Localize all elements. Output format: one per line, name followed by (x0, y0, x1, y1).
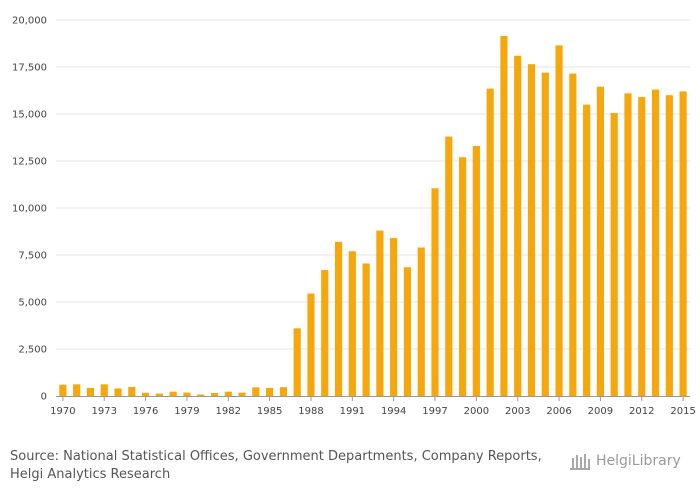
bar-1972 (86, 387, 95, 396)
bar-2005 (541, 72, 549, 396)
x-axis-labels: 1970 1973 1976 1979 1982 1985 1988 1991 1994 1997… (50, 406, 696, 417)
bar-2000 (472, 145, 480, 396)
x-tick-label: 1982 (216, 406, 241, 417)
x-tick-label: 2015 (670, 406, 695, 417)
bar-2007 (569, 73, 577, 396)
y-tick-label: 15,000 (12, 110, 47, 121)
bar-2013 (651, 89, 660, 396)
bar-1979 (183, 392, 191, 396)
helgilibrary-logo: HelgiLibrary (568, 449, 693, 473)
bar-1981 (210, 392, 219, 396)
x-tick-label: 2009 (588, 406, 613, 417)
bar-2003 (514, 55, 522, 396)
bar-1971 (73, 384, 81, 396)
source-note: Source: National Statistical Offices, Go… (10, 448, 550, 484)
source-line-2: Helgi Analytics Research (10, 467, 171, 482)
x-axis (56, 396, 690, 401)
x-tick-label: 1997 (422, 406, 447, 417)
bar-1998 (445, 136, 453, 396)
source-line-1: Source: National Statistical Offices, Go… (10, 449, 542, 464)
bar-2002 (500, 35, 508, 396)
bar-1976 (142, 392, 150, 396)
bar-1997 (431, 188, 439, 396)
y-tick-label: 5,000 (18, 298, 47, 309)
bar-1988 (307, 293, 315, 396)
y-tick-label: 17,500 (12, 63, 47, 74)
bar-1982 (224, 391, 232, 396)
bar-1970 (59, 384, 67, 396)
x-tick-label: 2006 (546, 406, 571, 417)
x-tick-label: 2003 (505, 406, 530, 417)
x-tick-label: 2000 (464, 406, 489, 417)
x-tick-label: 1976 (133, 406, 158, 417)
bar-1996 (417, 247, 425, 396)
bar-1973 (100, 384, 108, 396)
y-tick-label: 0 (41, 392, 47, 403)
bar-2009 (596, 86, 604, 397)
bar-1986 (279, 387, 287, 396)
x-tick-label: 1994 (381, 406, 406, 417)
bar-1980 (197, 394, 205, 396)
bar-1993 (376, 230, 384, 396)
bar-1985 (266, 387, 274, 396)
bar-1974 (114, 388, 122, 396)
bar-2010 (610, 113, 618, 396)
grid-lines (56, 19, 690, 350)
bar-2006 (555, 45, 563, 396)
bar-1975 (128, 386, 136, 396)
x-tick-label: 1979 (174, 406, 199, 417)
x-tick-label: 1973 (92, 406, 117, 417)
bar-1978 (169, 391, 177, 396)
bar-2008 (583, 104, 591, 396)
bar-1977 (155, 393, 163, 396)
bar-1999 (459, 157, 467, 396)
bar-2001 (486, 88, 494, 397)
bar-1989 (321, 270, 329, 396)
bar-1994 (390, 238, 398, 396)
bar-1995 (403, 267, 412, 396)
y-tick-label: 10,000 (12, 204, 47, 215)
y-axis-labels: 0 2,500 5,000 7,500 10,000 12,500 15,000 17,500… (12, 16, 47, 403)
logo-text: HelgiLibrary (596, 453, 681, 469)
x-tick-label: 1991 (340, 406, 365, 417)
y-tick-label: 12,500 (12, 157, 47, 168)
bar-2004 (527, 64, 536, 397)
bar-2014 (665, 95, 673, 396)
bar-1983 (238, 392, 246, 396)
x-tick-label: 2012 (629, 406, 654, 417)
x-tick-label: 1988 (298, 406, 323, 417)
bar-1991 (348, 251, 356, 396)
y-tick-label: 2,500 (18, 345, 47, 356)
bar-2015 (679, 91, 687, 396)
bar-1987 (293, 328, 301, 396)
y-tick-label: 20,000 (12, 16, 47, 27)
y-tick-label: 7,500 (18, 251, 47, 262)
x-tick-label: 1970 (50, 406, 75, 417)
bar-1992 (362, 263, 370, 396)
x-tick-label: 1985 (257, 406, 282, 417)
bar-series (59, 35, 687, 397)
bar-2011 (624, 93, 632, 396)
library-building-icon (570, 454, 590, 470)
bar-1984 (252, 387, 260, 396)
bar-1990 (334, 241, 343, 396)
bar-2012 (638, 97, 646, 396)
